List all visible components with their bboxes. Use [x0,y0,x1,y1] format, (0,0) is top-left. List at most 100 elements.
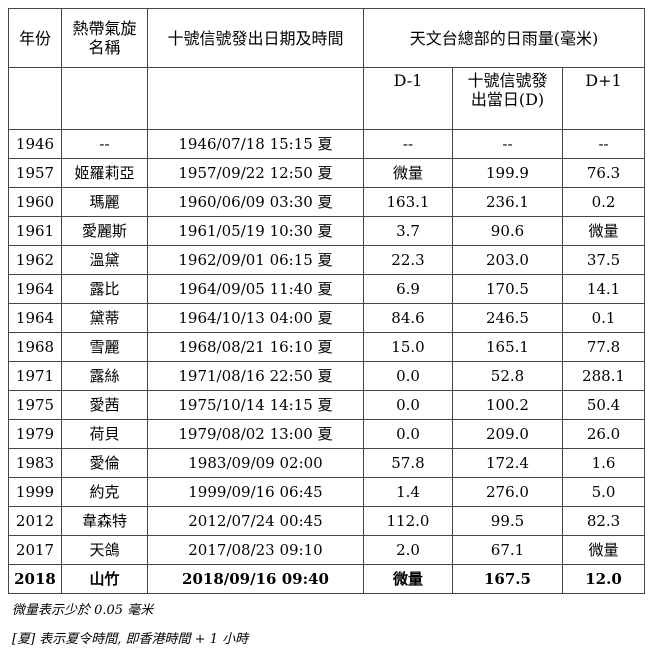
cell-year: 1971 [8,361,62,391]
table-row: 1968 雪麗 1968/08/21 16:10 夏 15.0 165.1 77.8 [8,332,646,362]
cell-signal-time: 1968/08/21 16:10 夏 [147,332,364,362]
cell-d-minus-1: 6.9 [363,274,453,304]
cell-name: 露比 [61,274,148,304]
cell-d-day: 170.5 [452,274,563,304]
cell-d-plus-1: 82.3 [561,506,646,536]
cell-year: 1979 [8,419,62,449]
header-year: 年份 [8,8,62,68]
table-row: 1961 愛麗斯 1961/05/19 10:30 夏 3.7 90.6 微量 [8,216,646,246]
cell-name: 愛倫 [61,448,148,478]
cell-signal-time: 1960/06/09 03:30 夏 [147,187,364,217]
cell-year: 1999 [8,477,62,507]
cell-signal-time: 1957/09/22 12:50 夏 [147,158,364,188]
cell-d-plus-1: 12.0 [561,564,646,594]
cell-signal-time: 1971/08/16 22:50 夏 [147,361,364,391]
cell-year: 1957 [8,158,62,188]
cell-name: -- [61,129,148,159]
cell-d-day: 246.5 [452,303,563,333]
cell-d-plus-1: 37.5 [561,245,646,275]
cell-signal-time: 2012/07/24 00:45 [147,506,364,536]
cell-year: 1962 [8,245,62,275]
table-row: 2017 天鴿 2017/08/23 09:10 2.0 67.1 微量 [8,535,646,565]
cell-year: 1946 [8,129,62,159]
cell-d-minus-1: -- [363,129,453,159]
cell-year: 1975 [8,390,62,420]
cell-d-plus-1: 0.1 [561,303,646,333]
cell-name: 露絲 [61,361,148,391]
cell-d-minus-1: 22.3 [363,245,453,275]
cell-year: 1968 [8,332,62,362]
cell-d-minus-1: 57.8 [363,448,453,478]
cell-d-plus-1: 5.0 [561,477,646,507]
header-name-blank [61,67,148,130]
cell-name: 荷貝 [61,419,148,449]
cell-d-plus-1: 26.0 [561,419,646,449]
table-row: 1962 溫黛 1962/09/01 06:15 夏 22.3 203.0 37.5 [8,245,646,275]
table-row: 1971 露絲 1971/08/16 22:50 夏 0.0 52.8 288.1 [8,361,646,391]
cell-signal-time: 1999/09/16 06:45 [147,477,364,507]
cell-d-minus-1: 15.0 [363,332,453,362]
cell-name: 韋森特 [61,506,148,536]
rainfall-table: 年份 熱帶氣旋 名稱 十號信號發出日期及時間 天文台總部的日雨量(毫米) D-1… [8,8,646,594]
cell-d-minus-1: 112.0 [363,506,453,536]
cell-year: 1964 [8,274,62,304]
cell-d-day: 203.0 [452,245,563,275]
cell-signal-time: 1964/10/13 04:00 夏 [147,303,364,333]
cell-name: 雪麗 [61,332,148,362]
cell-signal-time: 1964/09/05 11:40 夏 [147,274,364,304]
table-row: 1957 姬羅莉亞 1957/09/22 12:50 夏微量 199.9 76.3 [8,158,646,188]
header-d-day: 十號信號發 出當日(D) [452,67,563,130]
cell-d-plus-1: 14.1 [561,274,646,304]
header-time-blank [147,67,364,130]
table-row: 1960 瑪麗 1960/06/09 03:30 夏 163.1 236.1 0.2 [8,187,646,217]
table-body: 1946 -- 1946/07/18 15:15 夏 -- -- -- 1957 姬羅莉亞 19… [8,129,646,594]
cell-d-minus-1: 163.1 [363,187,453,217]
cell-d-day: 209.0 [452,419,563,449]
cell-d-day: 236.1 [452,187,563,217]
cell-d-minus-1: 0.0 [363,419,453,449]
header-name: 熱帶氣旋 名稱 [61,8,148,68]
header-year-blank [8,67,62,130]
cell-d-plus-1: 288.1 [561,361,646,391]
cell-d-plus-1: -- [561,129,646,159]
cell-signal-time: 1979/08/02 13:00 夏 [147,419,364,449]
cell-d-day: 52.8 [452,361,563,391]
cell-name: 山竹 [61,564,148,594]
cell-signal-time: 1975/10/14 14:15 夏 [147,390,364,420]
cell-signal-time: 1962/09/01 06:15 夏 [147,245,364,275]
table-row: 1946 -- 1946/07/18 15:15 夏 -- -- -- [8,129,646,159]
cell-year: 1964 [8,303,62,333]
cell-year: 1960 [8,187,62,217]
cell-d-day: 100.2 [452,390,563,420]
table-row: 2012 韋森特 2012/07/24 00:45 112.0 99.5 82.3 [8,506,646,536]
table-row: 1979 荷貝 1979/08/02 13:00 夏 0.0 209.0 26.0 [8,419,646,449]
cell-d-plus-1: 50.4 [561,390,646,420]
header-rainfall: 天文台總部的日雨量(毫米) [362,8,646,68]
cell-year: 1983 [8,448,62,478]
cell-d-day: 99.5 [452,506,563,536]
cell-signal-time: 1983/09/09 02:00 [147,448,364,478]
cell-signal-time: 2017/08/23 09:10 [147,535,364,565]
cell-d-day: 167.5 [452,564,563,594]
cell-year: 2012 [8,506,62,536]
cell-d-minus-1: 1.4 [363,477,453,507]
table-row: 2018 山竹 2018/09/16 09:40 微量 167.5 12.0 [8,564,646,594]
cell-d-day: 165.1 [452,332,563,362]
cell-year: 2017 [8,535,62,565]
cell-d-plus-1: 0.2 [561,187,646,217]
cell-d-plus-1: 微量 [561,535,646,565]
header-d-plus-1: D+1 [561,67,646,130]
cell-signal-time: 2018/09/16 09:40 [147,564,364,594]
cell-d-plus-1: 76.3 [561,158,646,188]
cell-d-day: 67.1 [452,535,563,565]
table-row: 1975 愛茜 1975/10/14 14:15 夏 0.0 100.2 50.4 [8,390,646,420]
cell-d-plus-1: 微量 [561,216,646,246]
cell-d-minus-1: 微量 [363,564,453,594]
footnotes: 微量表示少於 0.05 毫米 [夏] 表示夏令時間, 即香港時間 + 1 小時 [8,603,644,648]
cell-d-day: 172.4 [452,448,563,478]
cell-d-minus-1: 2.0 [363,535,453,565]
cell-year: 2018 [8,564,62,594]
cell-name: 愛麗斯 [61,216,148,246]
footnote-trace: 微量表示少於 0.05 毫米 [12,603,154,618]
footnote-summer-time: [夏] 表示夏令時間, 即香港時間 + 1 小時 [12,632,249,647]
